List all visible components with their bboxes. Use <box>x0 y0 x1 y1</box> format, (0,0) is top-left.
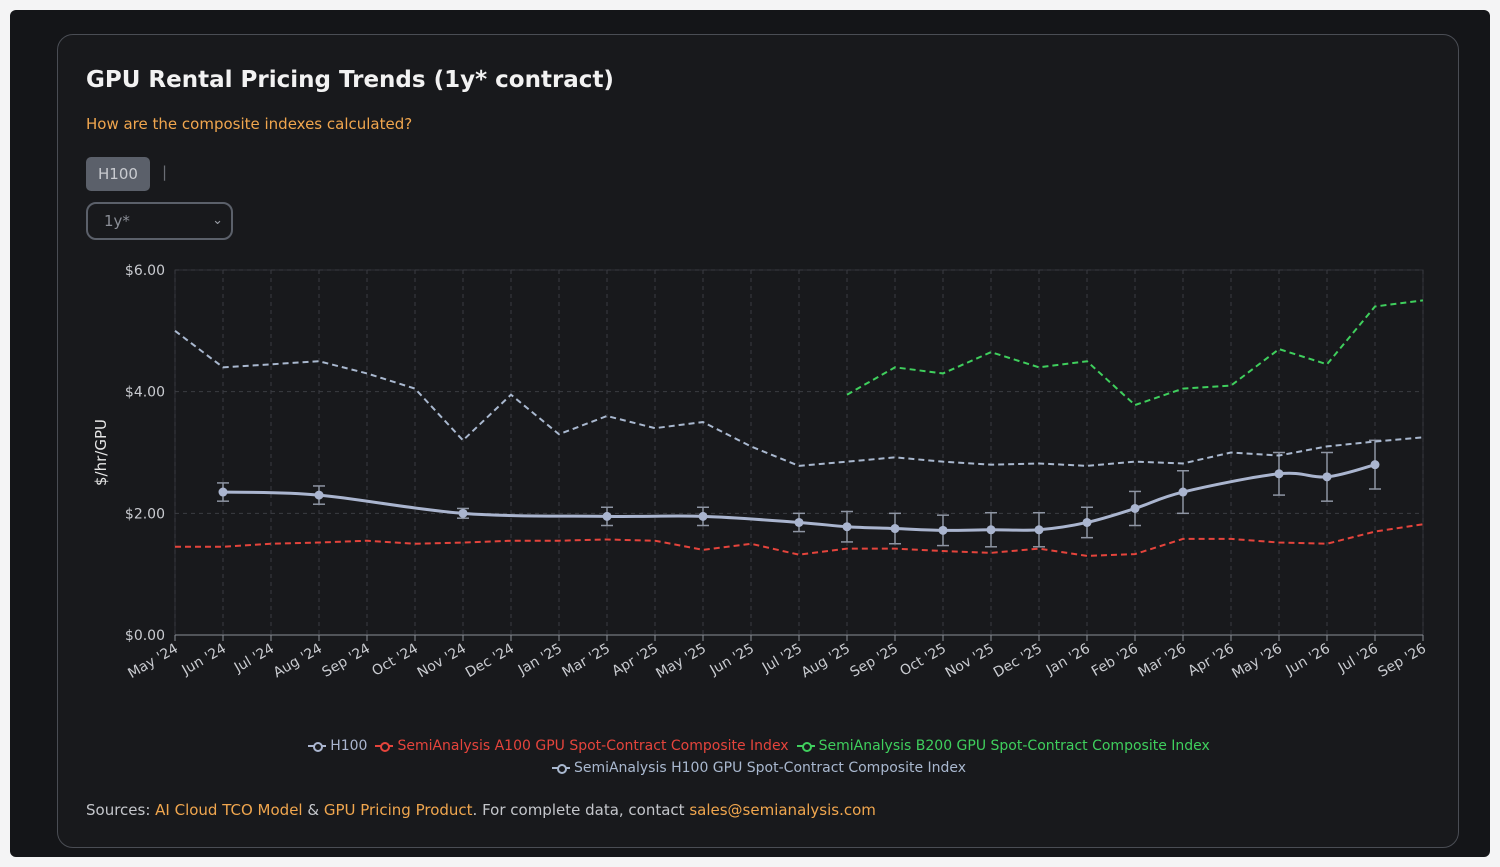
y-tick-label: $2.00 <box>125 506 165 522</box>
ai-cloud-tco-link[interactable]: AI Cloud TCO Model <box>155 801 303 819</box>
legend-row: SemiAnalysis H100 GPU Spot-Contract Comp… <box>58 760 1460 776</box>
x-tick-label: Mar '25 <box>560 641 613 681</box>
y-tick-label: $0.00 <box>125 628 165 644</box>
chart-card: GPU Rental Pricing Trends (1y* contract)… <box>57 34 1459 848</box>
x-tick-label: Sep '26 <box>1376 641 1430 681</box>
data-point-h100 <box>1082 517 1092 527</box>
series-line-h100 <box>222 463 1376 532</box>
x-tick-label: Dec '25 <box>991 641 1045 681</box>
sources-middle: . For complete data, contact <box>472 801 690 819</box>
series-line-h100_index <box>174 330 1424 467</box>
x-tick-label: May '25 <box>653 641 709 682</box>
sources-prefix: Sources: <box>86 801 156 819</box>
plot-area <box>174 269 1424 636</box>
x-tick-label: Nov '24 <box>415 641 469 682</box>
legend-label: H100 <box>330 738 368 754</box>
data-point-h100 <box>1034 525 1044 535</box>
legend-label: SemiAnalysis B200 GPU Spot-Contract Comp… <box>818 738 1210 754</box>
data-point-h100 <box>698 511 708 521</box>
x-tick-label: Mar '26 <box>1136 641 1190 681</box>
x-tick-label: Oct '24 <box>369 641 421 680</box>
legend-marker-icon <box>796 741 815 752</box>
data-point-h100 <box>218 487 228 497</box>
legend-item-a100[interactable]: SemiAnalysis A100 GPU Spot-Contract Comp… <box>375 738 789 754</box>
chart-title: GPU Rental Pricing Trends (1y* contract) <box>86 67 614 93</box>
x-tick-label: Sep '24 <box>320 641 374 681</box>
legend-marker-icon <box>551 763 570 774</box>
sources-amp: & <box>302 801 324 819</box>
x-tick-label: Jan '25 <box>515 641 565 679</box>
x-tick-label: Jun '26 <box>1283 641 1334 679</box>
legend-label: SemiAnalysis H100 GPU Spot-Contract Comp… <box>573 760 967 776</box>
data-point-h100 <box>986 525 996 535</box>
data-point-h100 <box>1274 469 1284 479</box>
legend-row: H100 SemiAnalysis A100 GPU Spot-Contract … <box>58 738 1460 754</box>
tab-h100[interactable]: H100 <box>86 157 150 191</box>
legend-item-b200[interactable]: SemiAnalysis B200 GPU Spot-Contract Comp… <box>796 738 1210 754</box>
x-tick-label: Jan '26 <box>1043 641 1093 679</box>
y-axis-label: $/hr/GPU <box>92 419 110 486</box>
data-point-h100 <box>602 511 612 521</box>
legend-item-h100[interactable]: H100 <box>308 738 367 754</box>
legend-marker-icon <box>308 741 327 752</box>
data-point-h100 <box>842 522 852 532</box>
data-point-h100 <box>794 517 804 527</box>
chevron-down-icon: ⌄ <box>212 213 223 228</box>
x-tick-label: Sep '25 <box>848 641 901 681</box>
screen-frame: GPU Rental Pricing Trends (1y* contract)… <box>10 10 1490 857</box>
series-line-b200 <box>846 299 1424 407</box>
contract-term-value: 1y* <box>104 212 130 230</box>
data-point-h100 <box>890 524 900 534</box>
legend-marker-icon <box>375 741 394 752</box>
legend-item-h100_index[interactable]: SemiAnalysis H100 GPU Spot-Contract Comp… <box>551 760 967 776</box>
sales-email-link[interactable]: sales@semianalysis.com <box>689 801 876 819</box>
legend-label: SemiAnalysis A100 GPU Spot-Contract Comp… <box>397 738 789 754</box>
y-tick-label: $6.00 <box>125 263 165 279</box>
x-tick-label: Apr '25 <box>609 641 661 680</box>
x-tick-label: Nov '25 <box>943 641 997 682</box>
data-point-h100 <box>458 508 468 518</box>
data-point-h100 <box>1130 503 1140 513</box>
x-tick-label: Apr '26 <box>1185 641 1237 680</box>
x-tick-label: May '26 <box>1229 641 1285 682</box>
data-point-h100 <box>314 490 324 500</box>
tab-separator: | <box>162 163 168 181</box>
x-tick-label: Dec '24 <box>463 641 517 682</box>
x-tick-label: Jun '25 <box>707 641 757 679</box>
x-tick-label: Aug '25 <box>799 641 853 682</box>
x-tick-label: Jul '25 <box>759 641 805 677</box>
x-tick-label: May '24 <box>125 641 181 682</box>
contract-term-select[interactable]: 1y* ⌄ <box>86 202 233 240</box>
sources-line: Sources: AI Cloud TCO Model & GPU Pricin… <box>86 801 876 819</box>
data-point-h100 <box>1322 472 1332 482</box>
x-tick-label: Jun '24 <box>179 641 230 679</box>
data-point-h100 <box>938 525 948 535</box>
x-tick-label: Aug '24 <box>271 641 325 682</box>
data-point-h100 <box>1370 460 1380 470</box>
x-tick-label: Jul '24 <box>231 641 277 677</box>
composite-index-info-link[interactable]: How are the composite indexes calculated… <box>86 115 413 133</box>
gpu-pricing-product-link[interactable]: GPU Pricing Product <box>323 801 473 819</box>
x-tick-label: Oct '25 <box>897 641 949 680</box>
x-tick-label: Jul '26 <box>1335 641 1381 677</box>
y-tick-label: $4.00 <box>125 385 165 401</box>
x-tick-label: Feb '26 <box>1089 641 1141 680</box>
data-point-h100 <box>1178 487 1188 497</box>
